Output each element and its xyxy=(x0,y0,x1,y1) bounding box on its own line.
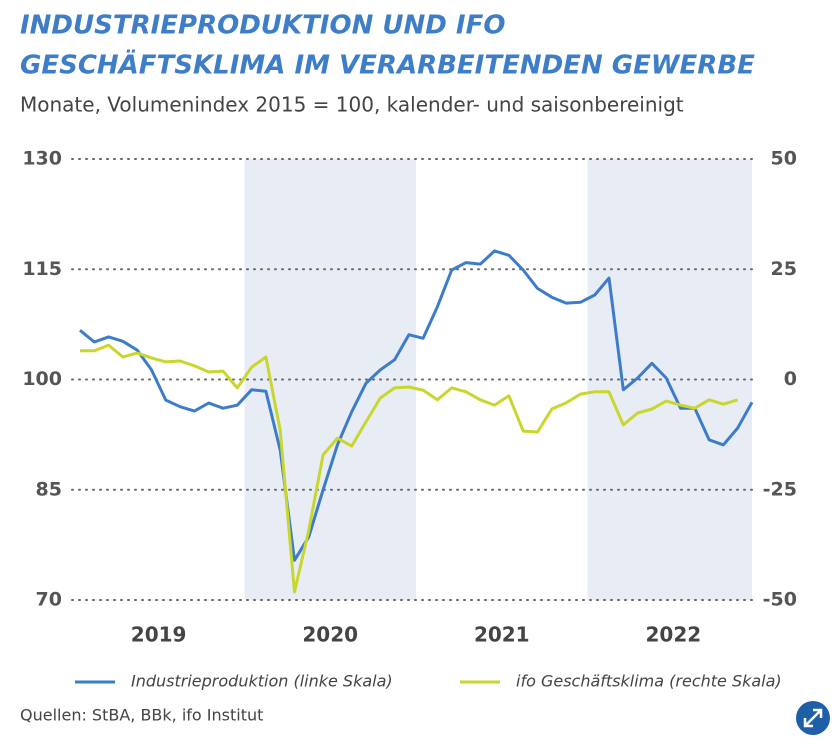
x-tick-label: 2021 xyxy=(474,623,530,647)
x-tick-label: 2019 xyxy=(131,623,187,647)
y2-tick-label: 50 xyxy=(771,148,797,170)
y2-tick-label: 25 xyxy=(771,258,797,280)
line-series xyxy=(80,343,739,594)
expand-button[interactable] xyxy=(796,701,830,735)
legend-label: ifo Geschäftsklima (rechte Skala) xyxy=(516,672,782,691)
legend-label: Industrieproduktion (linke Skala) xyxy=(131,672,393,691)
source: Quellen: StBA, BBk, ifo Institut xyxy=(20,706,263,725)
y-tick-label: 115 xyxy=(22,258,62,280)
y-tick-label: 85 xyxy=(36,478,62,500)
x-tick-label: 2020 xyxy=(302,623,358,647)
chart-title: GESCHÄFTSKLIMA IM VERARBEITENDEN GEWERBE xyxy=(20,49,755,81)
y2-tick-label: 0 xyxy=(784,368,797,390)
chart-title: INDUSTRIEPRODUKTION UND IFO xyxy=(20,11,505,41)
x-tick-label: 2022 xyxy=(646,623,702,647)
chart-subtitle: Monate, Volumenindex 2015 = 100, kalende… xyxy=(20,93,684,117)
line-series xyxy=(79,249,754,562)
y2-tick-label: -25 xyxy=(763,478,797,500)
y-tick-label: 70 xyxy=(36,589,62,611)
y-tick-label: 100 xyxy=(22,368,62,390)
y-tick-label: 130 xyxy=(22,148,62,170)
y2-tick-label: -50 xyxy=(763,589,797,611)
